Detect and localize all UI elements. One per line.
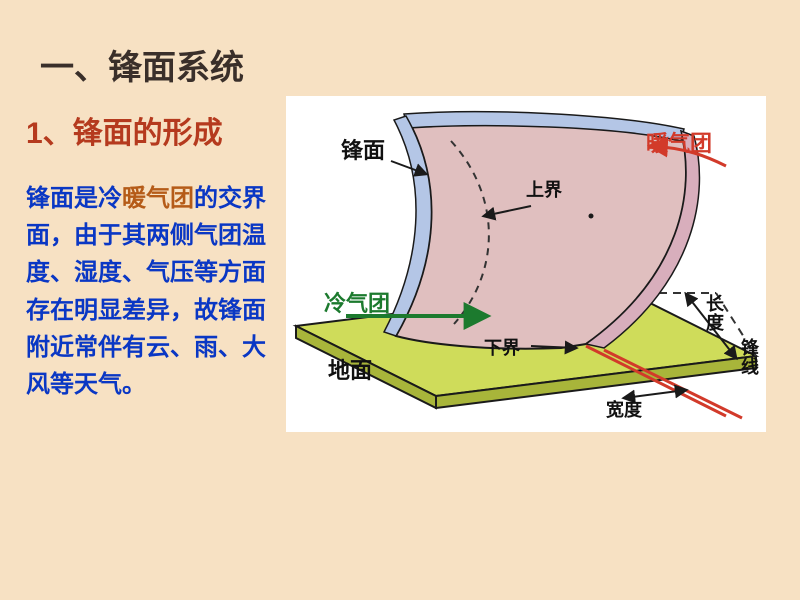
slide-root: 一、锋面系统 1、锋面的形成 锋面是冷暖气团的交界面，由于其两侧气团温度、湿度、… <box>0 0 800 600</box>
body-segment: 的交界面，由于其两侧气团温度、湿度、气压等方面存在明显差异，故锋面附近常伴有云、… <box>26 185 266 398</box>
body-segment: 冷 <box>98 185 122 212</box>
body-paragraph: 锋面是冷暖气团的交界面，由于其两侧气团温度、湿度、气压等方面存在明显差异，故锋面… <box>26 180 276 403</box>
diagram-label: 锋线 <box>741 337 760 377</box>
diagram-label: 地面 <box>328 358 372 383</box>
body-segment: 暖气团 <box>122 185 194 212</box>
diagram-label: 宽度 <box>606 399 643 420</box>
diagram-svg: 锋面 暖气团上界冷气团下界地面 长度锋线宽度 <box>286 96 766 432</box>
diagram-label: 冷气团 <box>324 291 390 316</box>
diagram-label: 暖气团 <box>646 131 712 156</box>
diagram-label: 锋面 <box>341 138 385 163</box>
heading-main: 一、锋面系统 <box>40 40 244 89</box>
frontal-diagram: 锋面 暖气团上界冷气团下界地面 长度锋线宽度 <box>286 96 766 432</box>
diagram-label: 上界 <box>526 180 562 200</box>
diagram-label: 长度 <box>706 294 725 333</box>
body-segment: 锋面是 <box>26 185 98 212</box>
diagram-label: 下界 <box>484 338 520 358</box>
heading-sub: 1、锋面的形成 <box>26 108 223 152</box>
